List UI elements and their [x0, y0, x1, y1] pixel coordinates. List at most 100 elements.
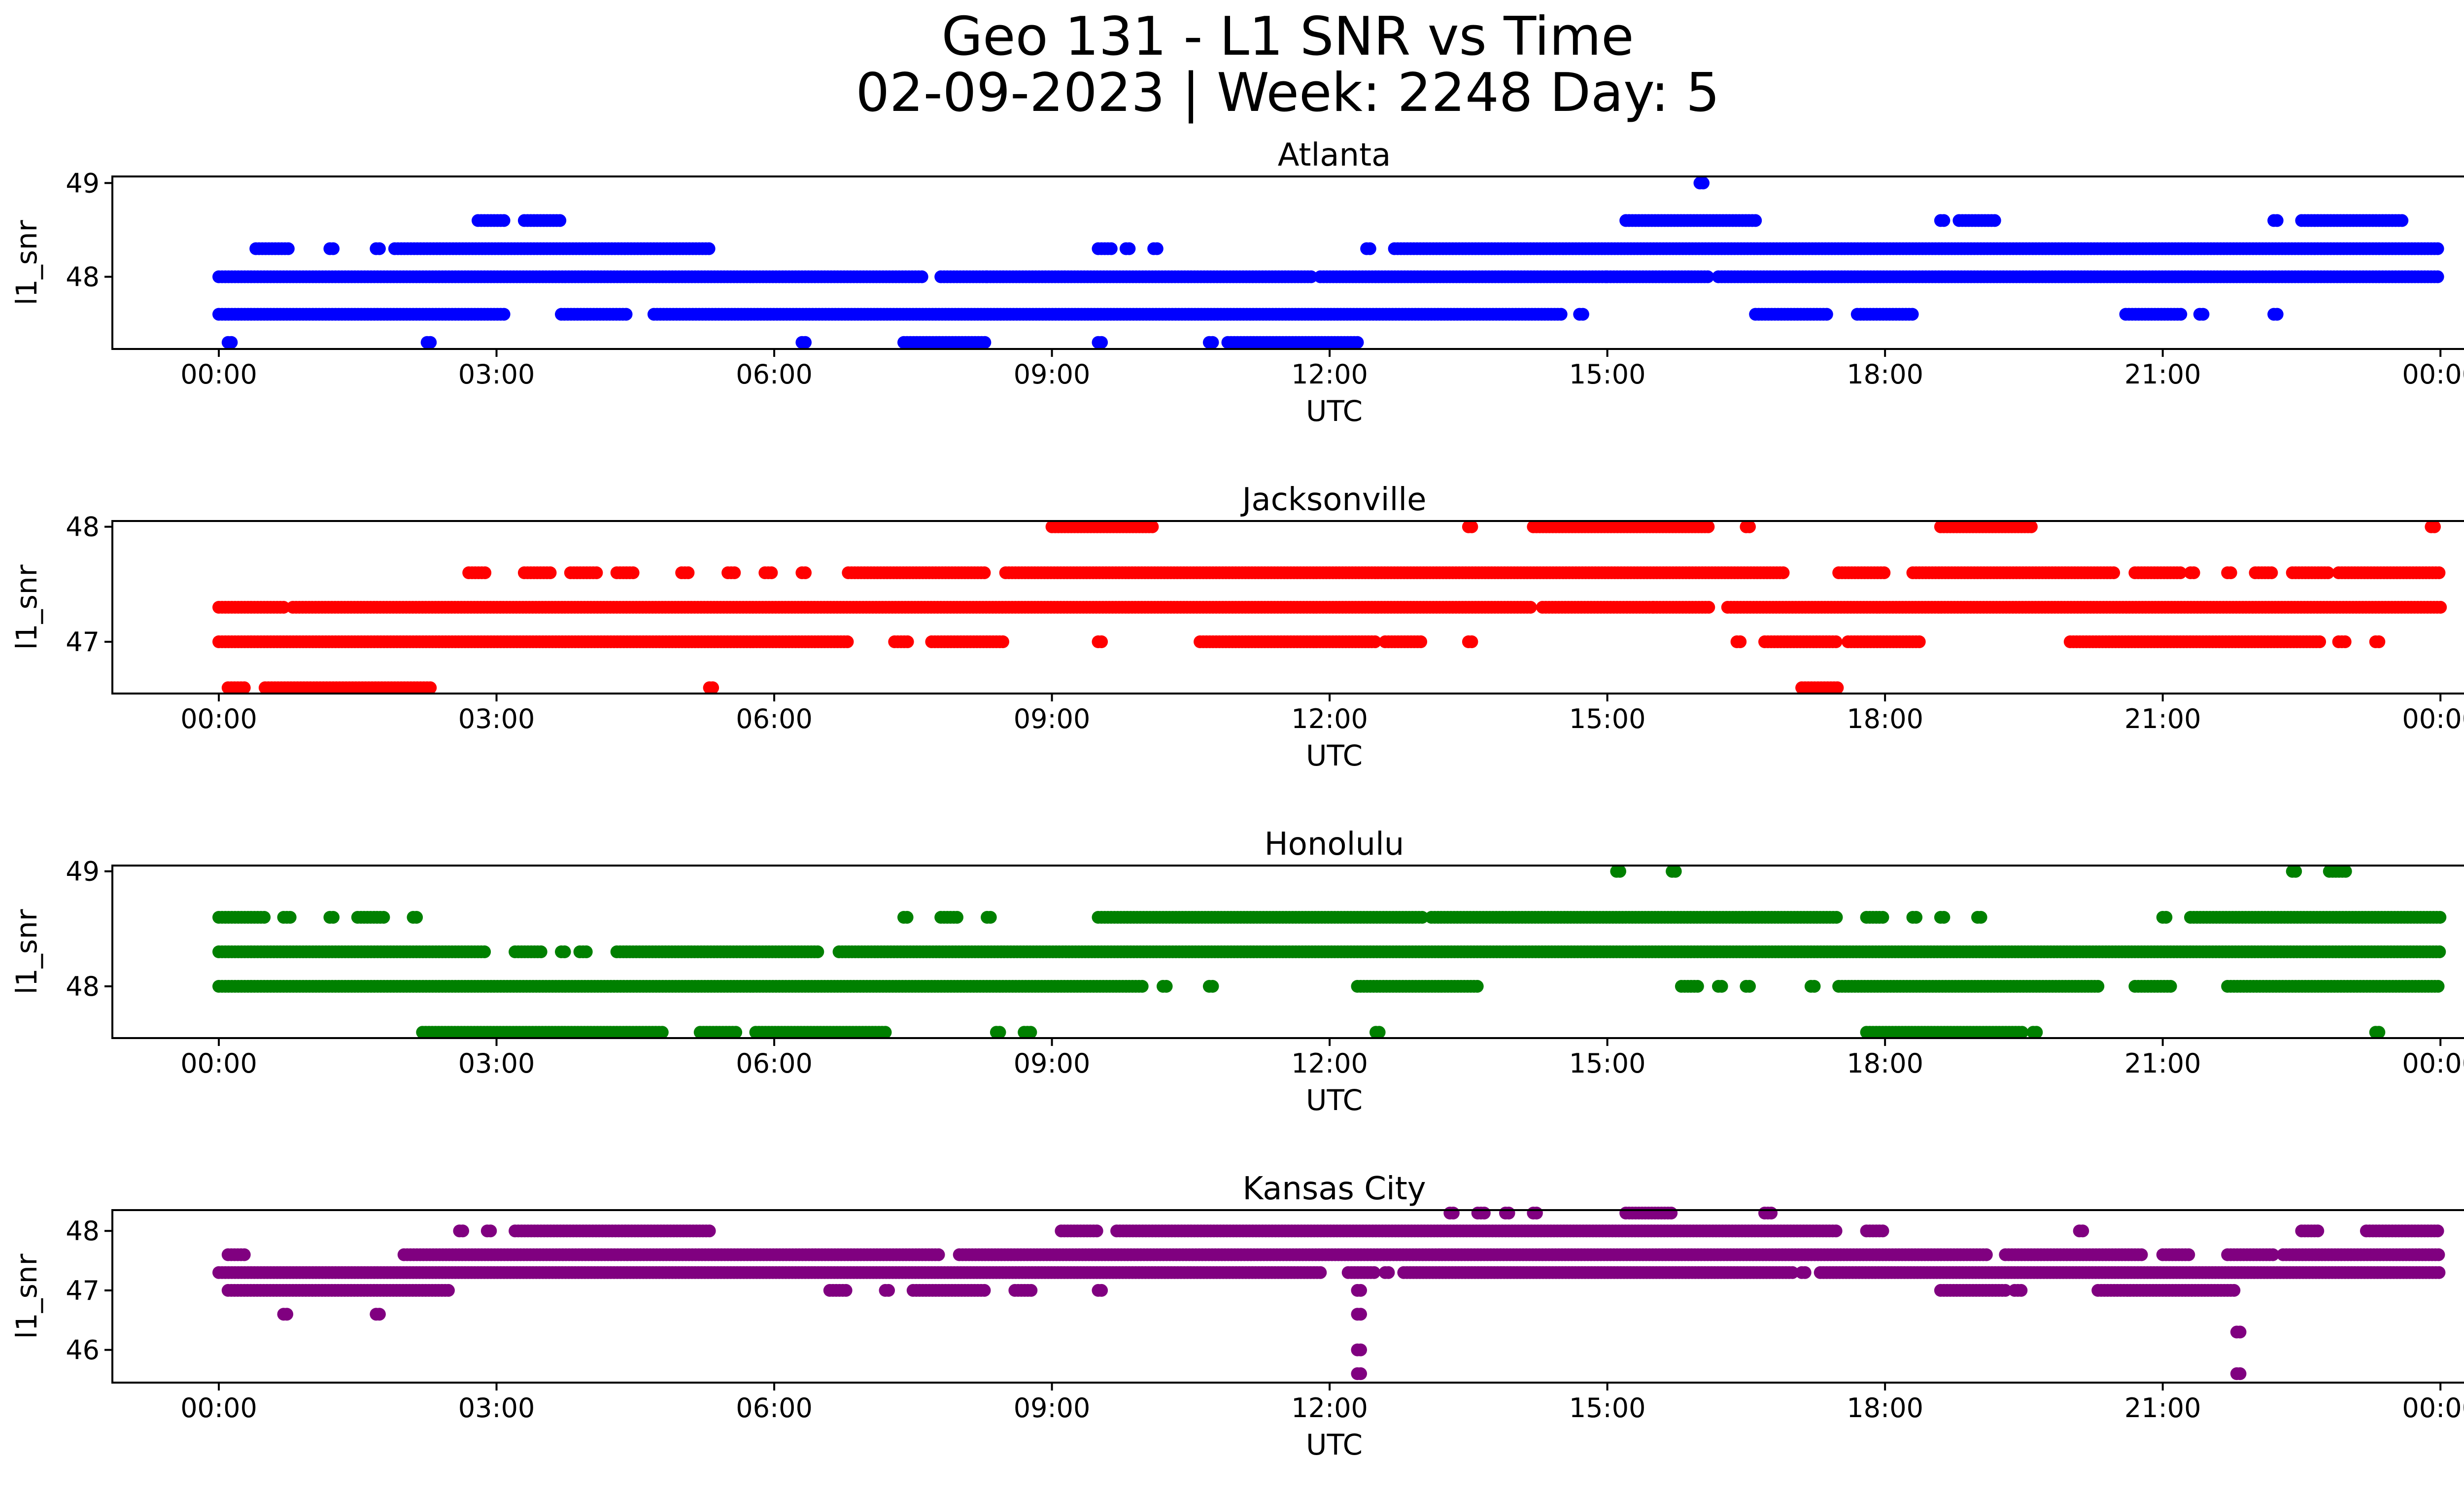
data-point [377, 911, 390, 924]
data-point [327, 242, 340, 255]
data-point [901, 635, 914, 648]
x-tick-label: 00:00 [180, 703, 257, 734]
data-point [799, 336, 812, 349]
data-points [212, 865, 2447, 1039]
data-point [1743, 520, 1756, 533]
data-point [590, 566, 603, 579]
data-point [479, 566, 492, 579]
data-point [1749, 214, 1762, 227]
data-point [978, 336, 992, 349]
data-point [424, 336, 437, 349]
x-tick-label: 21:00 [2124, 703, 2201, 734]
subplot-title: Honolulu [1265, 826, 1404, 863]
data-point [811, 945, 824, 958]
data-points [212, 176, 2444, 349]
data-point [283, 911, 297, 924]
data-point [2396, 214, 2409, 227]
x-tick-label: 03:00 [458, 703, 535, 734]
data-point [1304, 270, 1318, 283]
subplot-title: Atlanta [1278, 137, 1391, 174]
x-axis-label: UTC [1306, 739, 1363, 772]
data-point [2431, 270, 2444, 283]
data-point [1702, 601, 1715, 614]
data-point [2434, 601, 2447, 614]
x-tick-label: 09:00 [1014, 359, 1091, 390]
data-point [2164, 980, 2177, 993]
data-point [580, 945, 593, 958]
y-tick-label: 47 [66, 626, 100, 658]
data-point [2431, 980, 2445, 993]
data-point [1697, 176, 1710, 190]
data-point [2196, 308, 2210, 321]
x-tick-label: 15:00 [1569, 703, 1646, 734]
x-tick-label: 09:00 [1014, 703, 1091, 734]
data-point [900, 911, 914, 924]
data-point [2433, 945, 2446, 958]
data-point [984, 911, 997, 924]
data-point [1363, 242, 1376, 255]
data-point [1524, 601, 1537, 614]
y-axis-label: l1_snr [10, 220, 43, 305]
data-point [951, 911, 963, 924]
data-point [258, 911, 271, 924]
data-point [2091, 980, 2105, 993]
data-point [1808, 980, 1821, 993]
figure-title-line2: 02-09-2023 | Week: 2248 Day: 5 [856, 62, 1720, 124]
data-point [1465, 520, 1478, 533]
data-point [765, 566, 778, 579]
x-tick-label: 12:00 [1291, 703, 1368, 734]
data-point [1702, 520, 1715, 533]
data-point [706, 681, 719, 695]
y-tick-label: 49 [66, 168, 100, 199]
data-point [2270, 308, 2284, 321]
data-point [1743, 980, 1756, 993]
subplot-title: Jacksonville [1240, 482, 1427, 518]
data-point [996, 635, 1009, 648]
figure-title-line1: Geo 131 - L1 SNR vs Time [941, 6, 1634, 68]
data-point [534, 945, 548, 958]
data-point [1414, 635, 1428, 648]
data-point [2265, 566, 2278, 579]
data-point [1554, 308, 1568, 321]
data-point [2187, 566, 2200, 579]
data-point [2313, 635, 2327, 648]
data-point [2024, 520, 2038, 533]
data-point [978, 566, 991, 579]
data-point [1691, 980, 1704, 993]
data-point [2372, 635, 2386, 648]
data-point [478, 945, 491, 958]
data-point [281, 242, 295, 255]
data-point [424, 681, 437, 695]
data-point [702, 242, 716, 255]
x-tick-label: 03:00 [458, 359, 535, 390]
x-axis-label: UTC [1306, 394, 1363, 428]
data-point [2224, 566, 2237, 579]
data-point [1576, 308, 1589, 321]
x-tick-label: 21:00 [2124, 359, 2201, 390]
data-point [1829, 635, 1843, 648]
data-point [1878, 566, 1891, 579]
data-point [497, 308, 511, 321]
data-point [1913, 635, 1926, 648]
data-point [1104, 242, 1118, 255]
data-point [1150, 242, 1164, 255]
x-tick-label: 12:00 [1291, 359, 1368, 390]
data-point [626, 566, 640, 579]
x-tick-label: 00:00 [2402, 703, 2464, 734]
data-point [1734, 635, 1747, 648]
data-point [373, 242, 386, 255]
data-point [2174, 308, 2188, 321]
x-tick-label: 00:00 [180, 359, 257, 390]
data-point [2107, 566, 2121, 579]
data-point [619, 308, 633, 321]
x-tick-label: 06:00 [736, 359, 813, 390]
y-tick-label: 48 [66, 262, 100, 293]
data-point [1095, 336, 1108, 349]
data-point [2431, 242, 2444, 255]
data-point [1988, 214, 2001, 227]
figure-title: Geo 131 - L1 SNR vs Time 02-09-2023 | We… [0, 9, 2464, 121]
data-point [1160, 980, 1173, 993]
